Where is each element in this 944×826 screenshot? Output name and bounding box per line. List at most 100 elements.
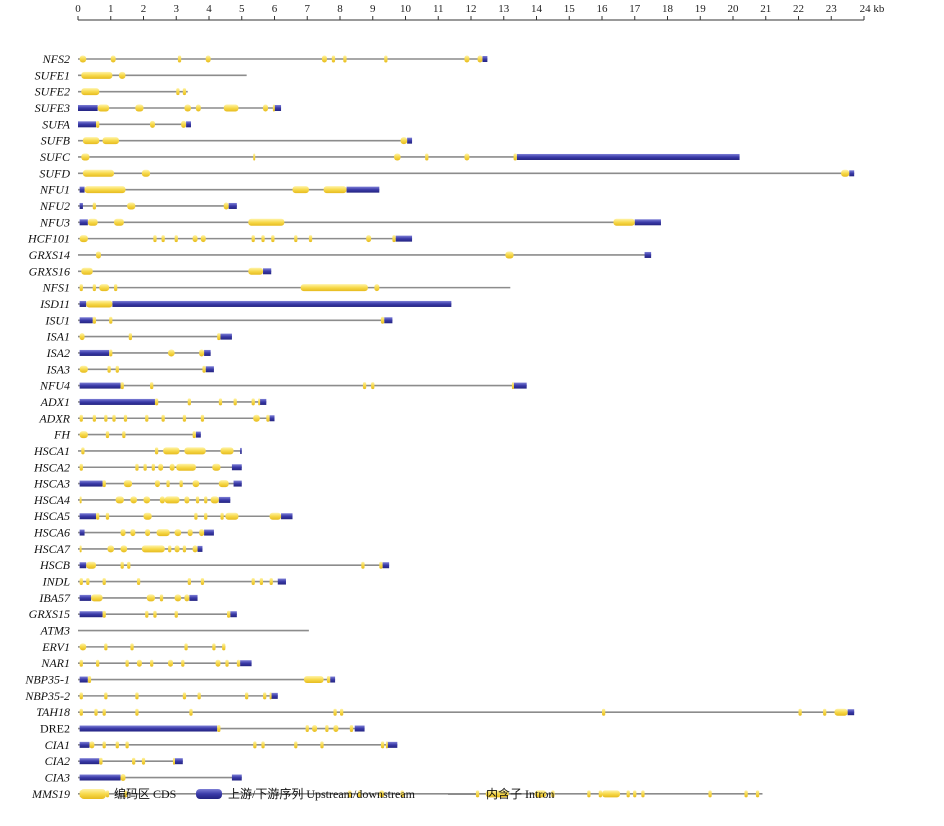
cds-exon bbox=[145, 610, 149, 618]
cds-exon bbox=[79, 365, 88, 373]
gene-row-sufe1: SUFE1 bbox=[35, 68, 247, 82]
gene-row-grxs14: GRXS14 bbox=[29, 248, 652, 262]
gene-name-label: ISA3 bbox=[46, 362, 70, 376]
cds-exon bbox=[79, 463, 83, 471]
cds-exon bbox=[87, 218, 98, 226]
cds-exon bbox=[120, 545, 128, 553]
cds-exon bbox=[251, 235, 255, 243]
cds-exon bbox=[181, 120, 187, 128]
cds-exon bbox=[104, 643, 108, 651]
axis-tick-label: 24 kb bbox=[860, 3, 885, 15]
cds-exon bbox=[125, 741, 129, 749]
cds-exon bbox=[251, 398, 255, 406]
cds-exon bbox=[343, 55, 347, 63]
cds-exon bbox=[212, 643, 216, 651]
axis-tick-label: 23 bbox=[826, 3, 838, 15]
cds-exon bbox=[187, 578, 191, 586]
cds-exon bbox=[258, 398, 261, 406]
gene-row-nfs1: NFS1 bbox=[42, 281, 511, 295]
gene-row-iba57: IBA57 bbox=[38, 591, 198, 605]
cds-exon bbox=[120, 382, 124, 390]
utr-segment bbox=[482, 56, 488, 62]
cds-exon bbox=[225, 512, 239, 520]
gene-row-atm3: ATM3 bbox=[39, 624, 309, 638]
gene-row-cia2: CIA2 bbox=[45, 754, 183, 768]
cds-exon bbox=[312, 725, 318, 733]
axis-tick-label: 4 bbox=[206, 3, 212, 15]
cds-exon bbox=[385, 741, 388, 749]
gene-row-nfu1: NFU1 bbox=[39, 183, 380, 197]
utr-segment bbox=[205, 366, 214, 373]
gene-name-label: ADXR bbox=[38, 411, 70, 425]
gene-row-grxs16: GRXS16 bbox=[29, 264, 272, 278]
gene-name-label: HSCA7 bbox=[33, 542, 71, 556]
cds-exon bbox=[120, 774, 126, 782]
cds-exon bbox=[253, 414, 260, 422]
utr-segment bbox=[233, 480, 242, 487]
cds-exon bbox=[199, 349, 205, 357]
gene-row-tah18: TAH18 bbox=[36, 705, 855, 719]
cds-exon bbox=[184, 496, 190, 504]
cds-exon bbox=[348, 790, 352, 798]
cds-exon bbox=[192, 431, 196, 439]
cds-exon bbox=[394, 153, 401, 161]
gene-name-label: NFU4 bbox=[39, 379, 70, 393]
cds-exon bbox=[464, 153, 470, 161]
gene-name-label: INDL bbox=[42, 575, 71, 589]
utr-segment bbox=[516, 153, 740, 160]
cds-exon bbox=[114, 284, 118, 292]
cds-exon bbox=[79, 578, 83, 586]
utr-segment bbox=[277, 578, 286, 585]
cds-exon bbox=[86, 578, 90, 586]
cds-exon bbox=[513, 153, 517, 161]
utr-segment bbox=[112, 300, 452, 307]
gene-row-grxs15: GRXS15 bbox=[29, 607, 237, 621]
cds-exon bbox=[146, 594, 155, 602]
gene-row-hsca6: HSCA6 bbox=[33, 526, 214, 540]
gene-name-label: SUFB bbox=[41, 134, 71, 148]
gene-track-list: NFS2 SUFE1 SUFE2 SUFE3 SUFA SUFB SUFC SUFD NFU1 N… bbox=[24, 52, 855, 801]
cds-exon bbox=[81, 267, 93, 275]
axis-tick-label: 7 bbox=[305, 3, 311, 15]
utr-segment bbox=[240, 447, 242, 454]
cds-exon bbox=[114, 218, 124, 226]
cds-exon bbox=[79, 692, 83, 700]
gene-name-label: ISA1 bbox=[46, 330, 70, 344]
cds-exon bbox=[135, 708, 139, 716]
cds-exon bbox=[366, 235, 372, 243]
utr-segment bbox=[228, 202, 237, 209]
cds-exon bbox=[261, 741, 265, 749]
gene-row-cia1: CIA1 bbox=[45, 738, 398, 752]
gene-name-label: GRXS15 bbox=[29, 607, 70, 621]
cds-exon bbox=[380, 741, 385, 749]
cds-exon bbox=[220, 512, 224, 520]
cds-exon bbox=[127, 561, 131, 569]
cds-exon bbox=[217, 725, 221, 733]
utr-segment bbox=[79, 741, 90, 748]
cds-exon bbox=[823, 708, 827, 716]
gene-row-hcf101: HCF101 bbox=[27, 232, 413, 246]
gene-name-label: ADX1 bbox=[40, 395, 70, 409]
gene-name-label: NFS2 bbox=[42, 52, 70, 66]
gene-name-label: SUFE1 bbox=[35, 68, 70, 82]
gene-row-sufe3: SUFE3 bbox=[35, 101, 282, 115]
cds-exon bbox=[81, 88, 100, 96]
utr-segment bbox=[79, 725, 218, 732]
cds-exon bbox=[145, 529, 151, 537]
cds-exon bbox=[102, 137, 119, 145]
gene-row-sufd: SUFD bbox=[39, 166, 855, 180]
cds-exon bbox=[331, 55, 336, 63]
cds-exon bbox=[97, 104, 110, 112]
cds-exon bbox=[834, 708, 848, 716]
utr-segment bbox=[263, 268, 272, 275]
axis-tick-label: 17 bbox=[629, 3, 641, 15]
cds-exon bbox=[107, 365, 111, 373]
cds-exon bbox=[168, 659, 173, 667]
cds-exon bbox=[109, 349, 113, 357]
cds-exon bbox=[92, 316, 97, 324]
cds-exon bbox=[79, 643, 87, 651]
cds-exon bbox=[176, 463, 196, 471]
cds-exon bbox=[215, 659, 221, 667]
utr-segment bbox=[79, 382, 121, 389]
gene-name-label: GRXS16 bbox=[29, 264, 70, 278]
